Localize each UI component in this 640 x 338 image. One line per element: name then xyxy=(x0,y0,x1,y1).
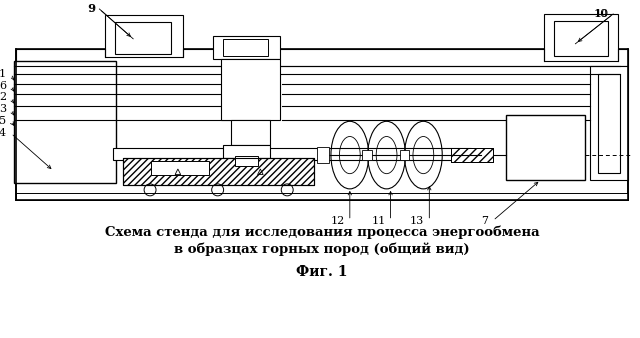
Text: 13: 13 xyxy=(410,216,424,226)
Bar xyxy=(399,150,410,160)
Bar xyxy=(223,145,270,158)
Text: 9: 9 xyxy=(87,4,95,14)
Text: 10: 10 xyxy=(594,9,608,19)
Bar xyxy=(16,49,628,66)
Bar xyxy=(230,120,270,145)
Bar xyxy=(115,22,171,54)
Bar xyxy=(590,66,628,180)
Bar xyxy=(223,39,268,56)
Bar xyxy=(106,15,183,57)
Text: 10: 10 xyxy=(595,9,609,19)
Text: 7: 7 xyxy=(481,216,488,226)
Bar xyxy=(234,156,259,166)
Text: 2: 2 xyxy=(0,93,6,102)
Bar xyxy=(451,148,493,162)
Bar xyxy=(16,49,628,200)
Bar xyxy=(124,158,314,185)
Bar xyxy=(113,148,471,160)
Bar xyxy=(151,161,209,175)
Bar xyxy=(221,59,280,120)
Bar xyxy=(598,74,620,173)
Text: Схема стенда для исследования процесса энергообмена: Схема стенда для исследования процесса э… xyxy=(105,226,540,239)
Text: 3: 3 xyxy=(0,104,6,114)
Bar xyxy=(124,158,314,185)
Bar xyxy=(543,14,618,61)
Bar xyxy=(554,21,608,56)
Text: 9: 9 xyxy=(88,4,95,14)
Bar xyxy=(16,193,628,200)
Bar xyxy=(14,61,116,183)
Bar xyxy=(451,148,493,162)
Bar xyxy=(506,115,586,180)
Text: 11: 11 xyxy=(371,216,385,226)
Text: в образцах горных пород (общий вид): в образцах горных пород (общий вид) xyxy=(174,243,470,256)
Bar xyxy=(212,36,280,59)
Text: 12: 12 xyxy=(331,216,345,226)
Bar xyxy=(362,150,372,160)
Text: Фиг. 1: Фиг. 1 xyxy=(296,265,348,279)
Text: 1: 1 xyxy=(0,69,6,79)
Bar xyxy=(317,147,329,163)
Text: 6: 6 xyxy=(0,80,6,91)
Text: 4: 4 xyxy=(0,128,6,138)
Text: 5: 5 xyxy=(0,116,6,126)
